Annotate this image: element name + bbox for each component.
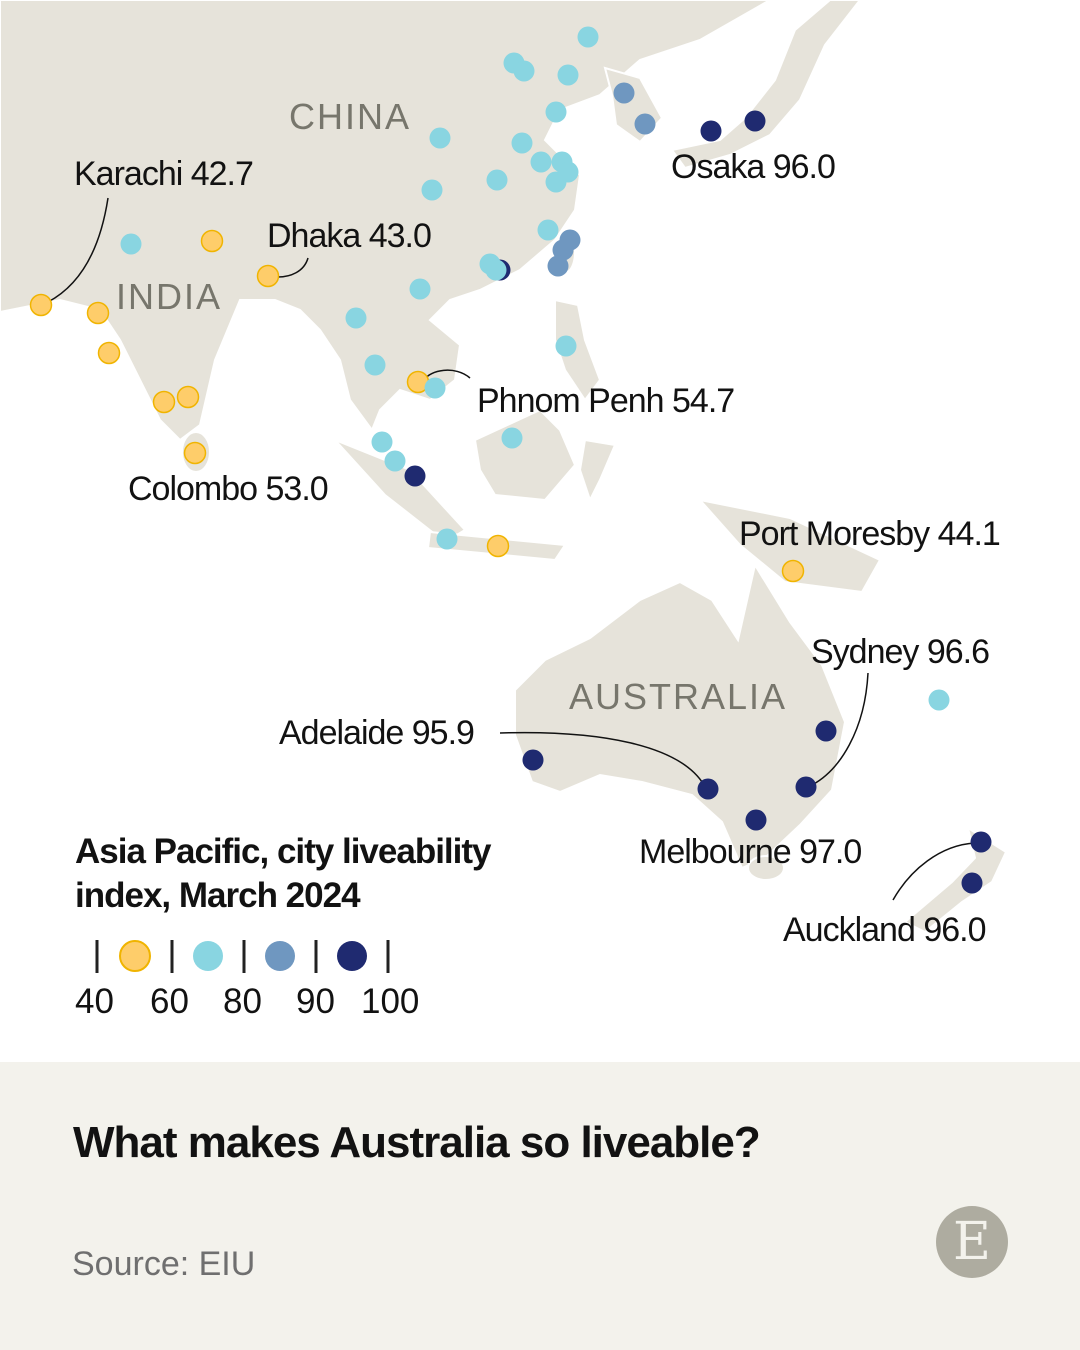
city-dot [547,255,569,277]
economist-logo: E [936,1206,1008,1278]
city-dot [613,82,635,104]
legend-scale [95,940,390,973]
city-dot [634,113,656,135]
city-dot [552,239,574,261]
city-dot [371,431,393,453]
land-tasmania [747,855,785,881]
land-australia [514,562,847,870]
city-label-sydney: Sydney 96.6 [811,633,990,671]
map [0,0,1008,934]
city-label-auckland: Auckland 96.0 [783,911,986,949]
land-sulawesi [578,438,617,503]
city-dot [436,528,458,550]
city-dot [256,264,280,288]
city-dot [545,101,567,123]
city-label-karachi: Karachi 42.7 [74,155,254,193]
city-dot [152,390,176,414]
legend-break-40: 40 [75,982,114,1021]
city-dot [513,60,535,82]
city-dot [120,233,142,255]
land-korea [603,66,664,144]
land-asia [0,0,773,442]
city-label-osaka: Osaka 96.0 [671,148,836,186]
city-dot [961,872,983,894]
legend-title: Asia Pacific, city liveability index, Ma… [75,830,491,918]
city-dot [970,831,992,853]
city-dot [537,219,559,241]
city-dot [530,151,552,173]
leader-sydney [811,672,869,786]
city-dot [86,301,110,325]
footer [0,1062,1080,1350]
city-dot [744,110,766,132]
land-new-zealand [903,825,1008,934]
city-dot [815,720,837,742]
city-dot [424,377,446,399]
city-dot [555,335,577,357]
leader-dhaka [277,257,309,278]
city-dot [511,132,533,154]
city-dot [409,278,431,300]
city-dot [29,293,53,317]
legend-dot-80-90 [265,941,295,971]
leader-adelaide [499,731,705,786]
city-dot [557,64,579,86]
city-label-port-moresby: Port Moresby 44.1 [739,515,1001,553]
city-dot [577,26,599,48]
city-dot [404,465,426,487]
country-label-china: CHINA [289,96,412,137]
leader-karachi [47,197,109,303]
source-note: Source: EIU [72,1245,256,1283]
city-dot [781,559,805,583]
country-label-australia: AUSTRALIA [569,676,788,717]
city-dot [486,534,510,558]
city-dot [928,689,950,711]
city-dot [485,259,507,281]
legend-break-90: 90 [296,982,335,1021]
land-borneo [473,408,577,502]
city-label-phnom-penh: Phnom Penh 54.7 [477,382,735,420]
city-dot [97,341,121,365]
headline: What makes Australia so liveable? [73,1118,761,1167]
city-dot [557,161,579,183]
legend-break-60: 60 [150,982,189,1021]
city-dot [183,441,207,465]
city-dot [421,179,443,201]
city-dot [745,809,767,831]
city-dot [384,450,406,472]
city-dot [795,776,817,798]
city-dot [345,307,367,329]
legend-title-line1: Asia Pacific, city liveability [75,832,491,871]
city-dot [176,385,200,409]
legend-dot-60-80 [193,941,223,971]
country-label-india: INDIA [116,276,223,317]
city-dot [200,229,224,253]
city-label-dhaka: Dhaka 43.0 [267,217,432,255]
legend-break-80: 80 [223,982,262,1021]
city-dot [522,749,544,771]
leader-auckland [892,842,976,901]
city-dot [700,120,722,142]
land-new-guinea [697,498,882,594]
city-dot [486,169,508,191]
city-label-colombo: Colombo 53.0 [128,470,329,508]
city-dot [364,354,386,376]
city-label-melbourne: Melbourne 97.0 [639,833,862,871]
legend-break-100: 100 [361,982,420,1021]
legend-title-line2: index, March 2024 [75,876,361,915]
legend-dot-40-60 [119,940,151,972]
city-dot [697,778,719,800]
city-label-adelaide: Adelaide 95.9 [279,714,475,752]
city-dot [429,127,451,149]
city-dot [501,427,523,449]
legend-dot-90-100 [337,941,367,971]
